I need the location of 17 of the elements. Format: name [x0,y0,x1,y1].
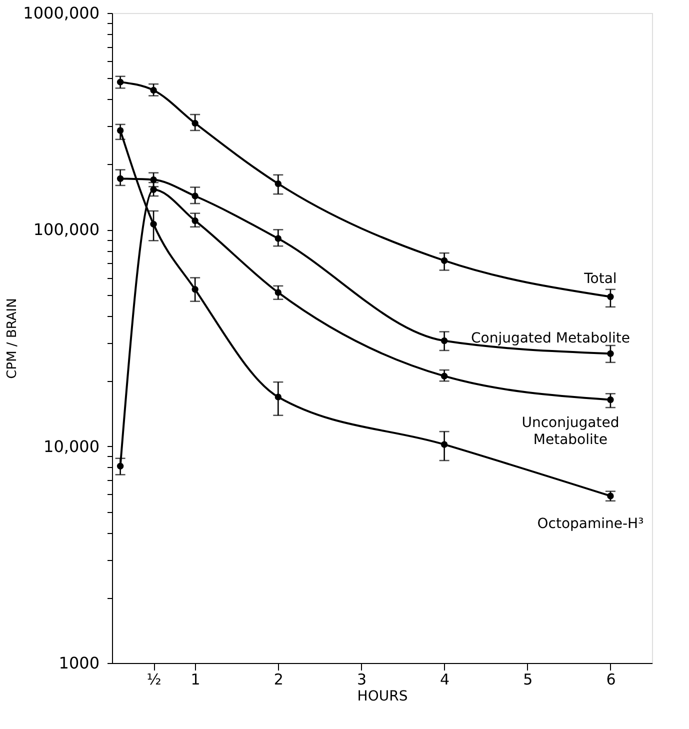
series-label: Unconjugated Metabolite [522,414,620,448]
x-tick-label: ½ [146,670,162,688]
y-tick-label: 1000,000 [23,4,100,22]
text: Octopamine-H³ [537,516,644,532]
y-tick-label: 100,000 [33,220,100,240]
x-tick-label: 6 [606,670,616,688]
x-tick-label: 4 [440,670,450,688]
x-tick-label: 5 [523,670,533,688]
y-axis-title: CPM / BRAIN [5,298,20,379]
x-tick-label: 3 [356,670,367,688]
x-tick-label: 1 [190,670,200,688]
series-label: Total [583,270,617,287]
y-tick-label: 1000 [58,654,100,672]
y-tick-label: 10,000 [44,436,100,456]
series-label: Conjugated Metabolite [470,330,630,347]
x-axis-title: HOURS [357,688,408,704]
x-tick-label: 2 [274,670,284,688]
